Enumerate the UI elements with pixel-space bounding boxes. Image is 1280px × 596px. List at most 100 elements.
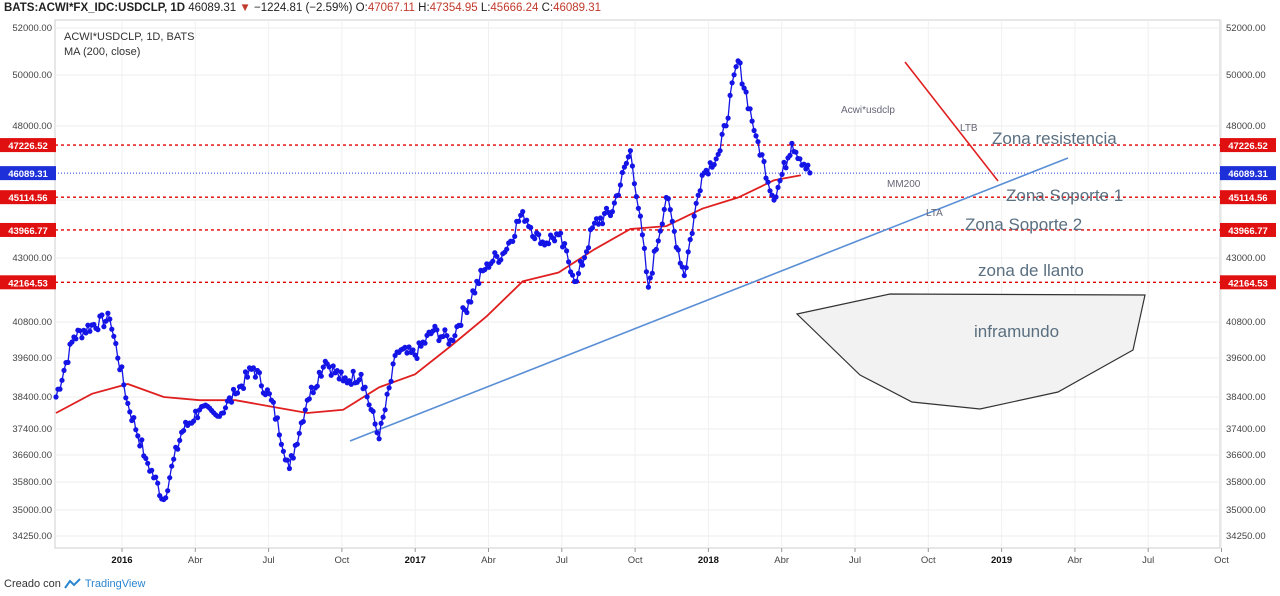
price-point — [573, 278, 580, 284]
price-point — [444, 333, 450, 339]
price-point — [73, 336, 79, 342]
x-tick-label: Jul — [556, 555, 568, 566]
price-point — [637, 213, 644, 219]
price-point — [562, 241, 568, 247]
price-point — [404, 350, 410, 356]
price-point — [693, 200, 699, 206]
price-point — [123, 395, 129, 401]
x-tick-label: 2018 — [698, 555, 719, 566]
level-tag-right-text: 42164.53 — [1228, 278, 1268, 289]
price-point — [153, 474, 159, 480]
price-point — [127, 409, 133, 415]
price-point — [755, 139, 761, 145]
price-point — [362, 384, 368, 390]
price-point — [342, 375, 348, 381]
price-point — [177, 437, 183, 443]
inframundo-shape[interactable] — [795, 293, 1146, 410]
price-point — [687, 236, 693, 243]
price-point — [446, 341, 452, 347]
legend-title: ACWI*USDCLP, 1D, BATS — [64, 31, 194, 43]
price-point — [468, 299, 474, 305]
price-point — [113, 340, 119, 347]
close-value: 46089.31 — [553, 2, 602, 14]
price-point — [111, 333, 117, 339]
high-value: 47354.95 — [429, 2, 478, 14]
price-point — [665, 196, 671, 202]
level-tag-right — [1220, 166, 1276, 181]
price-point — [589, 225, 596, 231]
price-point — [623, 160, 630, 166]
price-point — [452, 333, 458, 339]
price-point — [655, 238, 661, 244]
level-tag-right — [1220, 190, 1276, 205]
y-tick-label: 34250.00 — [12, 531, 52, 542]
lta-trendline[interactable] — [349, 157, 1069, 442]
grid — [55, 20, 1222, 548]
price-point — [252, 374, 258, 380]
price-point — [334, 368, 340, 374]
price-point — [149, 467, 155, 473]
price-point — [727, 92, 733, 98]
ma200-series — [55, 174, 802, 414]
x-tick-label: Abr — [188, 555, 203, 566]
price-point — [181, 428, 187, 434]
price-point — [242, 369, 249, 375]
price-point — [751, 127, 757, 134]
acwi-label: Acwi*usdclp — [841, 105, 895, 116]
price-point — [579, 262, 586, 268]
price-point — [274, 415, 280, 421]
price-point — [609, 209, 616, 215]
price-point — [558, 230, 564, 236]
price-point — [77, 328, 83, 334]
price-point — [328, 372, 334, 378]
price-point — [270, 399, 276, 405]
price-point — [105, 310, 111, 316]
price-point — [773, 194, 779, 200]
price-point — [107, 316, 113, 322]
level-tag-left-text: 47226.52 — [8, 141, 48, 152]
price-point — [139, 437, 145, 443]
price-point — [326, 364, 332, 370]
price-point — [137, 443, 143, 449]
price-point — [57, 386, 63, 392]
price-point — [520, 209, 526, 215]
price-point — [564, 248, 570, 254]
price-point — [358, 371, 364, 377]
price-point — [175, 446, 181, 452]
lta-label: LTA — [926, 208, 943, 219]
created-with-label: Creado con — [4, 578, 61, 590]
price-point — [570, 272, 576, 278]
price-point — [294, 441, 300, 447]
price-point — [627, 148, 634, 154]
price-point — [779, 171, 785, 177]
price-point — [747, 106, 753, 112]
price-point — [458, 322, 464, 328]
price-point — [741, 85, 747, 91]
price-point — [731, 72, 737, 78]
y-tick-label-right: 34250.00 — [1226, 531, 1266, 542]
price-point — [61, 367, 67, 373]
level-tag-left — [0, 166, 56, 181]
ltb-label: LTB — [960, 123, 978, 134]
level-tag-right-text: 47226.52 — [1228, 141, 1268, 152]
y-tick-label: 35000.00 — [12, 505, 52, 516]
price-point — [91, 321, 97, 328]
x-tick-label: Jul — [263, 555, 275, 566]
price-point — [79, 335, 85, 341]
y-tick-label-right: 50000.00 — [1226, 70, 1266, 81]
price-point — [165, 488, 171, 494]
price-point — [603, 205, 610, 211]
price-point — [390, 361, 396, 367]
price-point — [595, 221, 602, 227]
price-point — [490, 258, 496, 264]
price-point — [65, 359, 71, 365]
open-label: O: — [355, 2, 368, 14]
y-tick-label-right: 40800.00 — [1226, 317, 1266, 328]
price-point — [125, 400, 131, 406]
level-tag-right — [1220, 275, 1276, 290]
price-point — [302, 407, 308, 413]
tradingview-link[interactable]: TradingView — [84, 578, 146, 590]
ltb-trendline[interactable] — [904, 61, 999, 182]
price-point — [711, 162, 717, 168]
